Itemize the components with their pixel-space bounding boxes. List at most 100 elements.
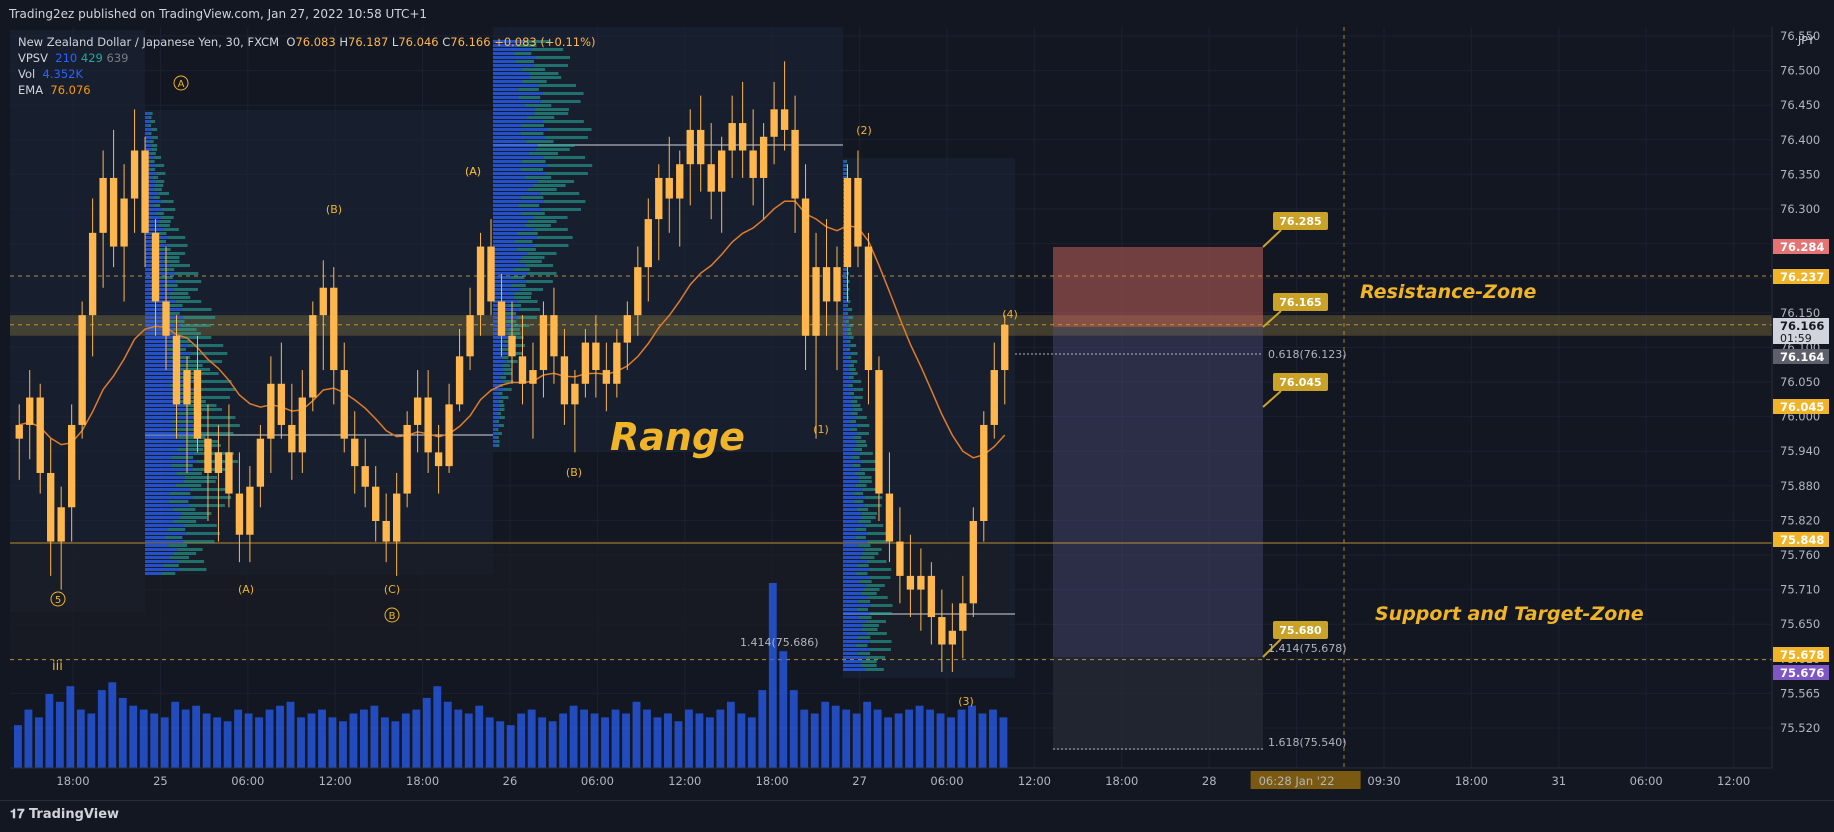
volume-bar xyxy=(695,713,704,768)
wave-label: (B) xyxy=(566,466,582,479)
currency-label: JPY xyxy=(1797,34,1815,47)
chart-legend: New Zealand Dollar / Japanese Yen, 30, F… xyxy=(18,34,596,98)
volume-bar xyxy=(611,709,620,768)
volume-bar xyxy=(915,705,924,768)
legend-c-label: C xyxy=(442,35,451,49)
profile-bar-down xyxy=(164,312,180,315)
profile-bar-down xyxy=(866,656,886,659)
wave-label: (C) xyxy=(384,583,400,596)
candle-body xyxy=(298,397,306,453)
candle-body xyxy=(801,198,810,336)
profile-bar-down xyxy=(151,144,158,147)
profile-bar-down xyxy=(859,452,873,455)
profile-bar-down xyxy=(529,72,559,75)
profile-bar-down xyxy=(496,440,500,443)
profile-bar-down xyxy=(504,380,514,383)
profile-bar-down xyxy=(178,400,206,403)
candle-body xyxy=(822,267,831,302)
price-badge-value: 75.678 xyxy=(1780,648,1824,662)
candle-body xyxy=(151,232,160,302)
profile-bar-down xyxy=(845,168,847,171)
profile-bar-up xyxy=(843,168,846,171)
volume-bar xyxy=(401,713,410,768)
legend-vol-value: 4.352K xyxy=(42,67,83,81)
volume-bar xyxy=(674,721,683,768)
profile-bar-up xyxy=(843,492,855,495)
profile-bar-up xyxy=(493,364,503,367)
profile-bar-down xyxy=(856,608,869,611)
profile-bar-up xyxy=(493,184,533,187)
profile-bar-up xyxy=(843,496,865,499)
profile-bar-up xyxy=(145,336,182,339)
profile-bar-down xyxy=(534,112,569,115)
profile-bar-down xyxy=(541,100,581,103)
profile-bar-down xyxy=(170,384,191,387)
extension-box xyxy=(1053,657,1263,750)
profile-bar-up xyxy=(145,560,178,563)
profile-bar-down xyxy=(856,416,867,419)
profile-bar-up xyxy=(145,132,149,135)
candle-body xyxy=(655,177,663,220)
price-badge-value: 76.284 xyxy=(1780,240,1824,254)
profile-bar-down xyxy=(852,404,861,407)
volume-bar xyxy=(454,709,463,768)
profile-bar-up xyxy=(145,520,174,523)
profile-bar-down xyxy=(855,528,867,531)
volume-bar xyxy=(684,709,693,768)
profile-bar-up xyxy=(493,420,497,423)
profile-bar-down xyxy=(160,200,174,203)
profile-bar-down xyxy=(869,568,892,571)
price-tick: 76.450 xyxy=(1780,98,1820,112)
profile-bar-down xyxy=(850,344,857,347)
volume-bar xyxy=(842,709,851,768)
profile-bar-up xyxy=(493,388,504,391)
profile-area xyxy=(10,30,145,612)
profile-bar-down xyxy=(165,536,183,539)
profile-bar-up xyxy=(843,268,846,271)
candle-body xyxy=(780,109,789,130)
profile-bar-down xyxy=(537,144,575,147)
legend-high: 76.187 xyxy=(348,35,389,49)
profile-bar-down xyxy=(156,172,166,175)
profile-bar-up xyxy=(843,448,854,451)
price-chart[interactable]: Range Resistance-Zone Support and Target-Z… xyxy=(0,0,1834,800)
profile-bar-down xyxy=(518,88,539,91)
volume-bar xyxy=(821,701,830,768)
profile-bar-up xyxy=(145,504,189,507)
price-tick: 76.050 xyxy=(1780,375,1820,389)
profile-bar-up xyxy=(843,596,868,599)
profile-bar-up xyxy=(145,220,160,223)
profile-bar-up xyxy=(843,592,862,595)
volume-bar xyxy=(831,705,840,768)
volume-bar xyxy=(716,709,725,768)
profile-bar-down xyxy=(172,428,195,431)
candle-body xyxy=(193,370,202,439)
volume-bar xyxy=(905,709,914,768)
profile-bar-down xyxy=(148,132,152,135)
profile-bar-up xyxy=(145,396,192,399)
profile-bar-down xyxy=(181,324,211,327)
profile-bar-up xyxy=(493,340,504,343)
candle-body xyxy=(67,424,76,508)
profile-bar-down xyxy=(505,320,517,323)
profile-bar-up xyxy=(145,228,164,231)
profile-bar-down xyxy=(163,256,180,259)
profile-bar-up xyxy=(493,384,499,387)
profile-bar-up xyxy=(843,412,852,415)
profile-bar-up xyxy=(843,424,858,427)
profile-bar-down xyxy=(516,44,537,47)
profile-bar-down xyxy=(864,548,882,551)
profile-bar-up xyxy=(493,68,522,71)
profile-bar-up xyxy=(145,140,150,143)
volume-bar xyxy=(181,709,190,768)
profile-bar-down xyxy=(526,116,555,119)
profile-bar-down xyxy=(160,276,173,279)
price-badge xyxy=(1773,647,1829,662)
volume-bar xyxy=(653,717,662,768)
profile-bar-down xyxy=(173,328,197,331)
candle-body xyxy=(372,486,380,521)
trade-level-value: 76.045 xyxy=(1279,376,1321,389)
tradingview-logo[interactable]: 𝟏𝟕 TradingView xyxy=(10,807,119,822)
profile-bar-down xyxy=(502,364,511,367)
profile-bar-down xyxy=(148,116,152,119)
